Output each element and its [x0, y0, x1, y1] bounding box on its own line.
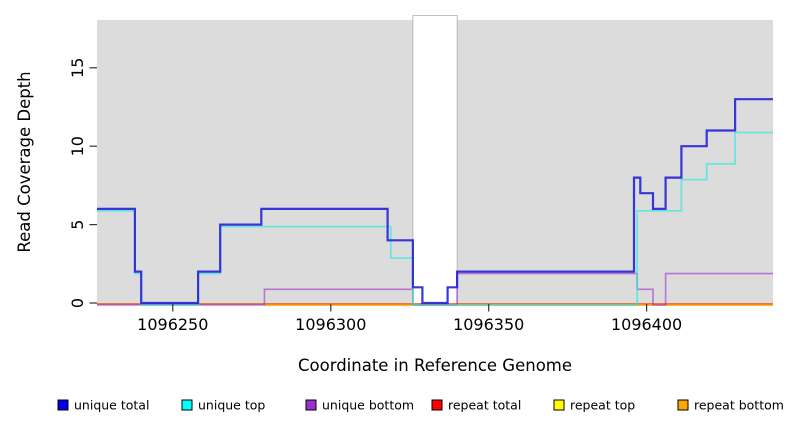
x-tick-label: 1096300 [295, 315, 366, 334]
y-tick-label: 0 [68, 298, 87, 308]
y-axis [89, 67, 97, 304]
y-axis-labels: 0 5 10 15 [68, 58, 87, 308]
y-axis-title: Read Coverage Depth [15, 71, 34, 252]
x-tick-label: 1096350 [453, 315, 524, 334]
legend-item: unique bottom [305, 398, 414, 413]
y-tick-label: 5 [68, 220, 87, 230]
legend-label: unique bottom [322, 398, 414, 413]
series-layer [97, 98, 773, 306]
x-axis-labels: 1096250 1096300 1096350 1096400 [137, 315, 682, 334]
legend-item: unique top [181, 398, 265, 413]
legend-label: unique total [74, 398, 149, 413]
y-tick-label: 10 [68, 136, 87, 156]
x-axis [172, 304, 648, 312]
legend-item: repeat top [553, 398, 635, 413]
legend-item: repeat total [431, 398, 521, 413]
legend-swatch-unique-top [181, 399, 193, 411]
legend-label: repeat total [448, 398, 521, 413]
legend-label: repeat bottom [694, 398, 784, 413]
series-unique-total [97, 98, 773, 305]
legend-item: repeat bottom [677, 398, 784, 413]
legend-swatch-repeat-bottom [677, 399, 689, 411]
x-axis-title: Coordinate in Reference Genome [298, 356, 572, 375]
legend-label: unique top [198, 398, 265, 413]
legend: unique total unique top unique bottom re… [57, 398, 784, 413]
series-unique-bottom [97, 272, 773, 306]
masked-region [412, 15, 458, 304]
legend-item: unique total [57, 398, 149, 413]
legend-label: repeat top [570, 398, 635, 413]
x-tick-label: 1096400 [611, 315, 682, 334]
legend-swatch-repeat-total [431, 399, 443, 411]
legend-swatch-unique-bottom [305, 399, 317, 411]
legend-swatch-repeat-top [553, 399, 565, 411]
x-tick-label: 1096250 [137, 315, 208, 334]
y-tick-label: 15 [68, 58, 87, 78]
legend-swatch-unique-total [57, 399, 69, 411]
